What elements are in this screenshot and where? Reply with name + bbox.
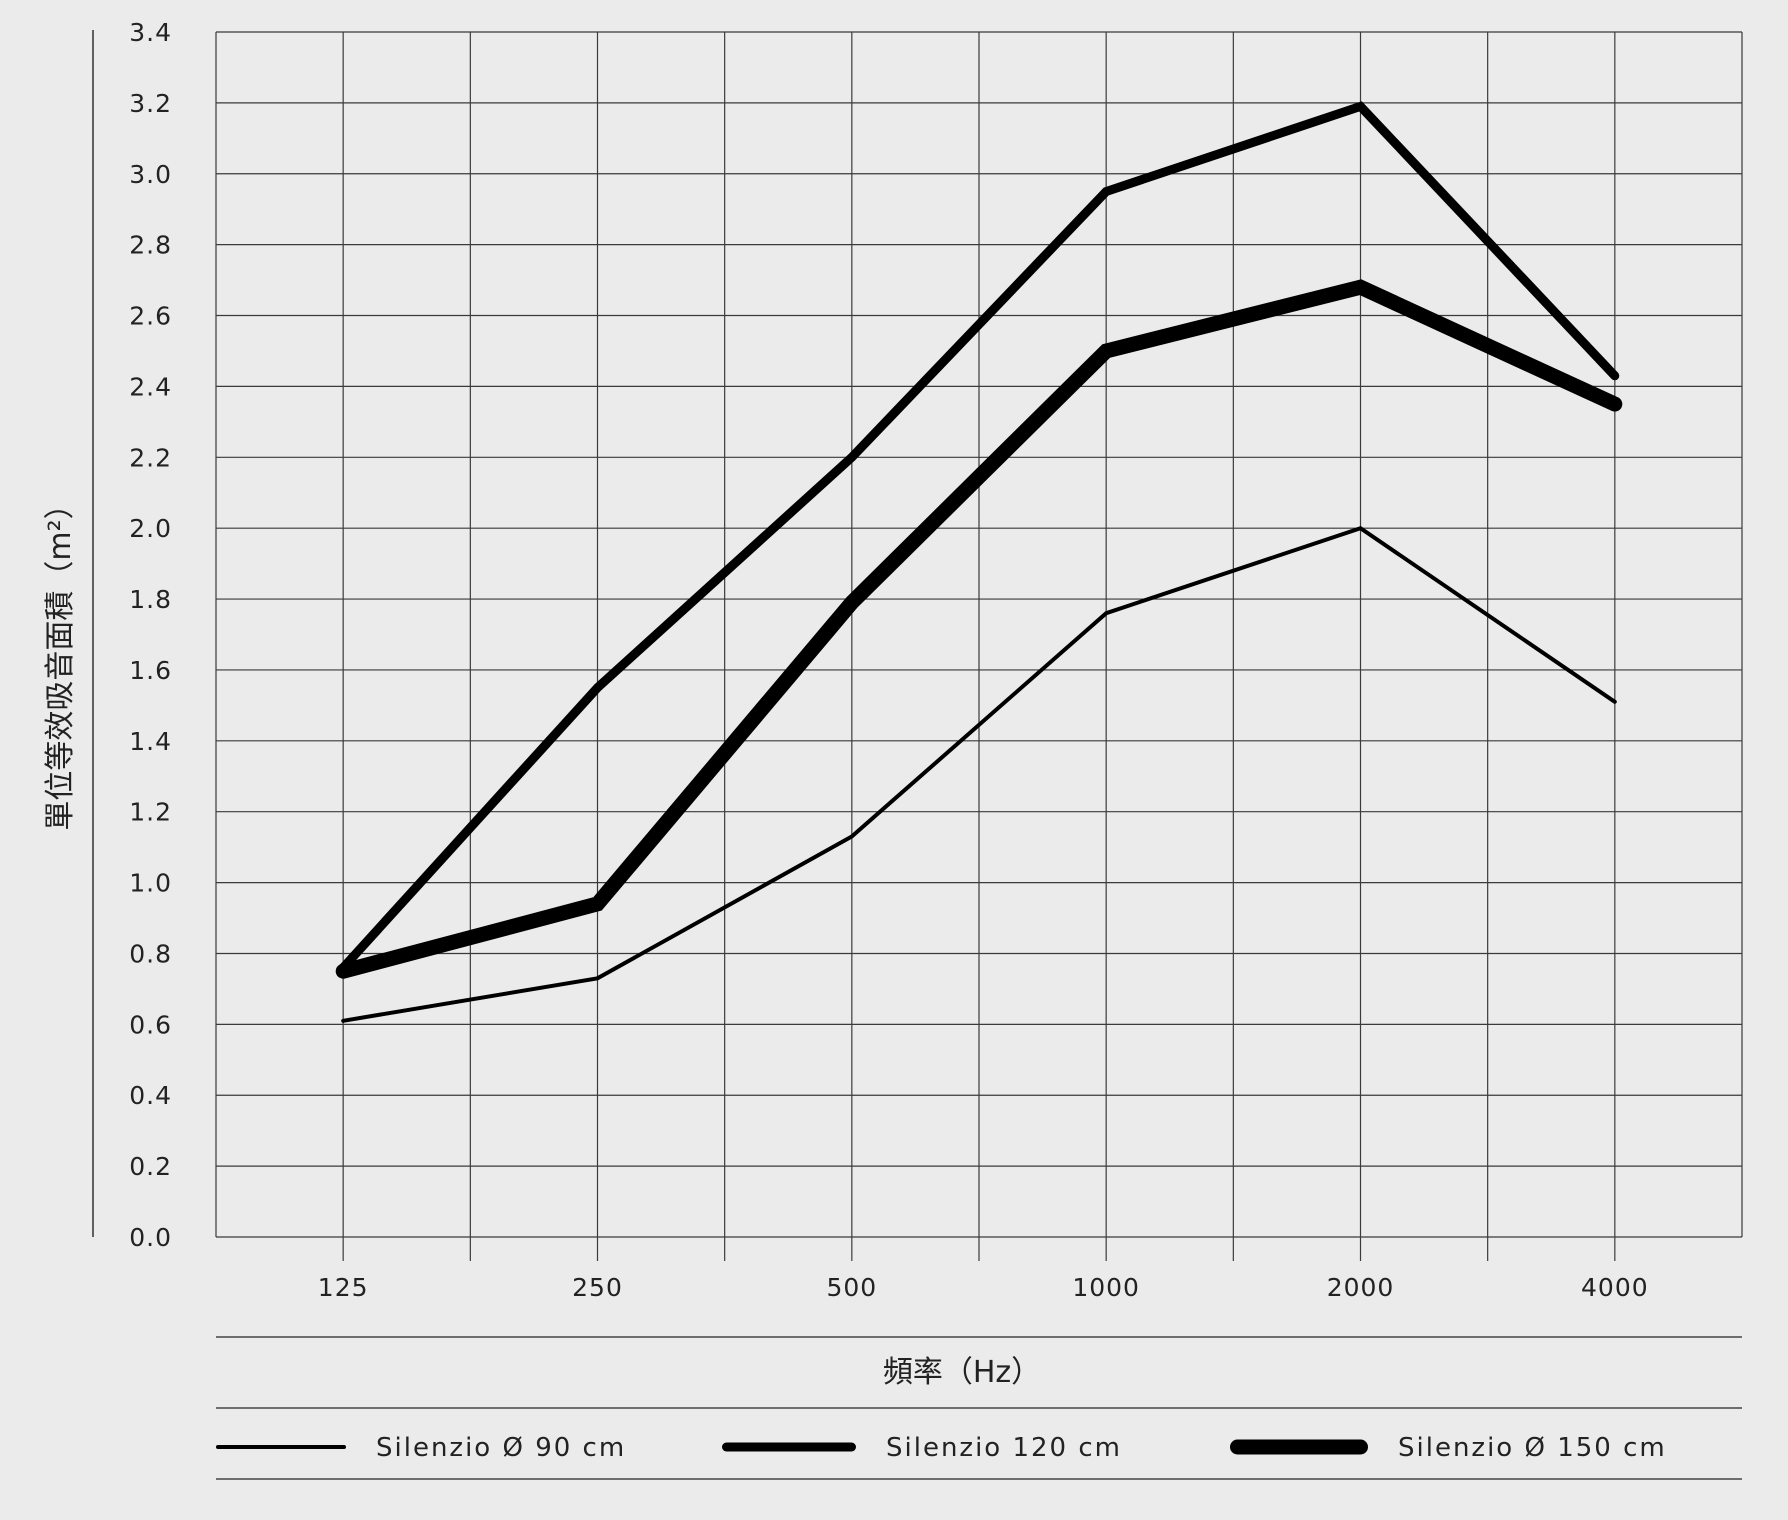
series-line-3 — [335, 279, 1623, 979]
y-tick-label: 1.8 — [129, 585, 172, 614]
x-tick-label: 4000 — [1581, 1273, 1649, 1302]
y-tick-label: 2.2 — [129, 443, 172, 472]
y-tick-label: 3.4 — [129, 18, 172, 47]
x-tick-label: 2000 — [1327, 1273, 1395, 1302]
legend-label: Silenzio Ø 150 cm — [1398, 1433, 1667, 1463]
x-tick-label: 125 — [318, 1273, 369, 1302]
y-tick-label: 0.8 — [129, 939, 172, 968]
legend: Silenzio Ø 90 cm Silenzio 120 cm Silenzio … — [216, 1433, 1667, 1463]
x-axis-label: 頻率（Hz） — [883, 1355, 1041, 1390]
series-line-1 — [341, 525, 1617, 1023]
y-tick-label: 1.2 — [129, 798, 172, 827]
y-tick-label: 0.2 — [129, 1152, 172, 1181]
x-tick-label: 1000 — [1072, 1273, 1140, 1302]
y-tick-label: 3.2 — [129, 89, 172, 118]
y-tick-label: 2.4 — [129, 372, 172, 401]
y-axis-label: 單位等效吸音面積（m²） — [43, 489, 78, 830]
y-tick-label: 1.4 — [129, 727, 172, 756]
y-tick-label: 0.0 — [129, 1223, 172, 1252]
x-axis-ticks: 125 250 500 1000 2000 4000 — [318, 1273, 1649, 1302]
y-tick-label: 2.0 — [129, 514, 172, 543]
y-axis-ticks: 0.0 0.2 0.4 0.6 0.8 1.0 1.2 1.4 1.6 1.8 2.0 2.2 2.4 2… — [129, 18, 172, 1252]
y-tick-label: 2.8 — [129, 231, 172, 260]
y-tick-label: 1.0 — [129, 869, 172, 898]
y-tick-label: 2.6 — [129, 302, 172, 331]
series-line-2 — [338, 101, 1620, 973]
x-tick-label: 250 — [572, 1273, 623, 1302]
y-tick-label: 0.4 — [129, 1081, 172, 1110]
y-tick-label: 1.6 — [129, 656, 172, 685]
y-tick-label: 3.0 — [129, 160, 172, 189]
legend-label: Silenzio 120 cm — [886, 1433, 1122, 1463]
series-layer — [335, 101, 1623, 1023]
x-tick-label: 500 — [826, 1273, 877, 1302]
grid — [215, 31, 1743, 1261]
y-tick-label: 0.6 — [129, 1010, 172, 1039]
legend-label: Silenzio Ø 90 cm — [376, 1433, 626, 1463]
